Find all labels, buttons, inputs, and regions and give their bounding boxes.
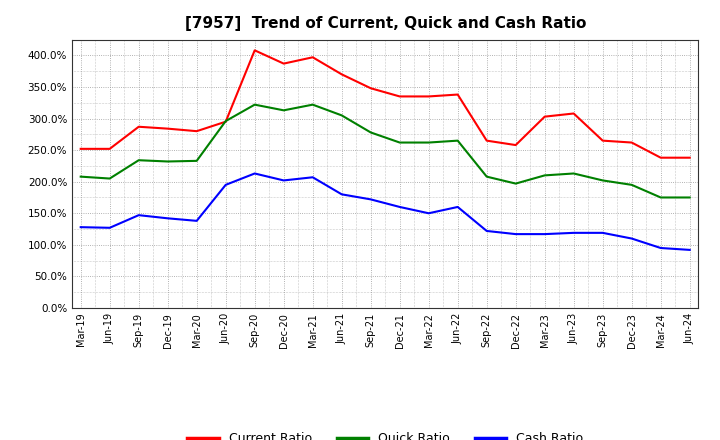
Quick Ratio [685,195,694,200]
Cash Ratio [76,224,85,230]
Cash Ratio [192,218,201,224]
Quick Ratio [454,138,462,143]
Quick Ratio [541,173,549,178]
Current Ratio [251,48,259,53]
Quick Ratio [598,178,607,183]
Current Ratio [627,140,636,145]
Cash Ratio [338,192,346,197]
Cash Ratio [685,247,694,253]
Quick Ratio [163,159,172,164]
Quick Ratio [338,113,346,118]
Quick Ratio [570,171,578,176]
Current Ratio [454,92,462,97]
Cash Ratio [163,216,172,221]
Cash Ratio [221,182,230,187]
Quick Ratio [657,195,665,200]
Title: [7957]  Trend of Current, Quick and Cash Ratio: [7957] Trend of Current, Quick and Cash … [184,16,586,32]
Cash Ratio [657,246,665,251]
Quick Ratio [105,176,114,181]
Cash Ratio [105,225,114,231]
Current Ratio [598,138,607,143]
Cash Ratio [279,178,288,183]
Current Ratio [482,138,491,143]
Cash Ratio [251,171,259,176]
Quick Ratio [76,174,85,179]
Quick Ratio [192,158,201,164]
Cash Ratio [395,204,404,209]
Cash Ratio [511,231,520,237]
Current Ratio [424,94,433,99]
Cash Ratio [482,228,491,234]
Current Ratio [685,155,694,160]
Cash Ratio [308,175,317,180]
Quick Ratio [627,182,636,187]
Current Ratio [570,111,578,116]
Cash Ratio [570,230,578,235]
Cash Ratio [424,211,433,216]
Current Ratio [541,114,549,119]
Quick Ratio [221,118,230,124]
Current Ratio [76,146,85,151]
Quick Ratio [308,102,317,107]
Current Ratio [279,61,288,66]
Quick Ratio [395,140,404,145]
Cash Ratio [627,236,636,241]
Cash Ratio [366,197,375,202]
Current Ratio [135,124,143,129]
Current Ratio [192,128,201,134]
Current Ratio [105,146,114,151]
Quick Ratio [482,174,491,179]
Quick Ratio [135,158,143,163]
Current Ratio [511,143,520,148]
Line: Cash Ratio: Cash Ratio [81,173,690,250]
Cash Ratio [541,231,549,237]
Current Ratio [366,86,375,91]
Line: Current Ratio: Current Ratio [81,50,690,158]
Cash Ratio [598,230,607,235]
Legend: Current Ratio, Quick Ratio, Cash Ratio: Current Ratio, Quick Ratio, Cash Ratio [182,427,588,440]
Current Ratio [308,55,317,60]
Current Ratio [395,94,404,99]
Line: Quick Ratio: Quick Ratio [81,105,690,198]
Quick Ratio [366,130,375,135]
Quick Ratio [251,102,259,107]
Quick Ratio [424,140,433,145]
Current Ratio [338,72,346,77]
Current Ratio [221,119,230,125]
Cash Ratio [135,213,143,218]
Current Ratio [163,126,172,131]
Current Ratio [657,155,665,160]
Cash Ratio [454,204,462,209]
Quick Ratio [511,181,520,186]
Quick Ratio [279,108,288,113]
